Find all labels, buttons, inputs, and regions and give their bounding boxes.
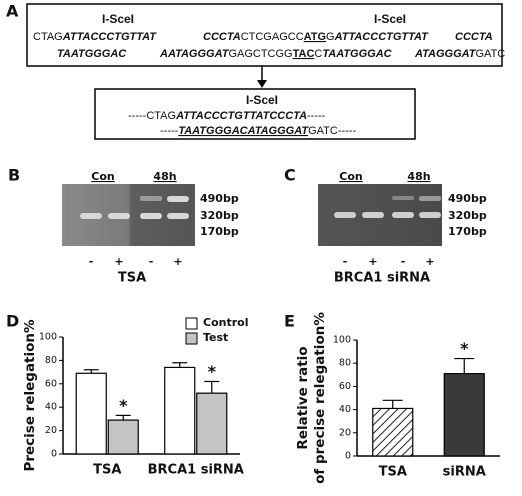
gel-bands bbox=[80, 196, 189, 219]
seq-run: TAATGGGACATAGGGAT bbox=[178, 125, 309, 137]
seq-run: G bbox=[326, 31, 335, 43]
y-tick-label: 60 bbox=[339, 381, 351, 392]
y-tick-label: 100 bbox=[333, 335, 351, 346]
panel-label: D bbox=[6, 312, 19, 331]
seq-run: ATTACCCTGTTAT bbox=[62, 31, 158, 43]
legend-swatch bbox=[185, 317, 198, 330]
seq-run: CTCGAGCC bbox=[241, 31, 304, 43]
size-label: 320bp bbox=[448, 209, 487, 222]
seq-run: GAGCTCGG bbox=[228, 48, 292, 60]
significance-marker: * bbox=[460, 339, 469, 358]
y-tick-label: 0 bbox=[51, 449, 57, 460]
size-label: 490bp bbox=[200, 192, 239, 205]
bar bbox=[443, 373, 485, 457]
y-tick-label: 0 bbox=[345, 451, 351, 462]
y-tick-label: 20 bbox=[45, 425, 57, 436]
size-label: 320bp bbox=[200, 209, 239, 222]
bar bbox=[75, 372, 107, 455]
x-tick-label: TSA bbox=[93, 463, 121, 478]
treatment-label: BRCA1 siRNA bbox=[334, 271, 430, 286]
sequence-line: CTAGATTACCCTGTTAT CCCTACTCGAGCCATGGATTACC… bbox=[33, 31, 493, 43]
lane-label: + bbox=[425, 255, 434, 268]
seq-run: TAC bbox=[293, 48, 315, 60]
y-tick-label: 40 bbox=[45, 402, 57, 413]
y-tick-label: 60 bbox=[45, 378, 57, 389]
seq-run: CCCTA bbox=[455, 31, 493, 43]
lane-label: + bbox=[114, 255, 123, 268]
y-axis-label: of precise relegation% bbox=[312, 312, 328, 484]
lane-label: - bbox=[89, 255, 94, 268]
arrow-head bbox=[257, 80, 267, 88]
panel-label: C bbox=[284, 166, 296, 185]
bar bbox=[372, 407, 414, 457]
y-tick-label: 20 bbox=[339, 427, 351, 438]
group-label: 48h bbox=[153, 170, 176, 183]
lane-label: - bbox=[343, 255, 348, 268]
significance-marker: * bbox=[119, 396, 128, 415]
lane-label: + bbox=[368, 255, 377, 268]
y-tick-label: 100 bbox=[39, 332, 57, 343]
bar bbox=[196, 392, 228, 455]
x-tick-label: siRNA bbox=[443, 465, 486, 480]
seq-run: TAATGGGAC bbox=[322, 48, 392, 60]
seq-run: ATTACCCTGTTATCCCTA bbox=[175, 110, 307, 122]
seq-run: -----CTAG bbox=[128, 110, 176, 122]
sequence-line: -----TAATGGGACATAGGGATGATC----- bbox=[160, 125, 356, 137]
seq-run: CCCTA bbox=[203, 31, 241, 43]
size-label: 170bp bbox=[200, 225, 239, 238]
seq-run: GATC bbox=[476, 48, 506, 60]
seq-run: GATC----- bbox=[308, 125, 356, 137]
lane-label: - bbox=[149, 255, 154, 268]
group-label: Con bbox=[339, 170, 362, 183]
lane-label: + bbox=[173, 255, 182, 268]
bar bbox=[107, 419, 139, 455]
y-tick-label: 80 bbox=[339, 358, 351, 369]
y-axis-label: Precise relegation% bbox=[22, 319, 38, 472]
seq-run: ----- bbox=[160, 125, 179, 137]
seq-run: ATTACCCTGTTAT bbox=[334, 31, 430, 43]
sequence-line: TAATGGGAC AATAGGGATGAGCTCGGTACCTAATGGGAC A… bbox=[57, 48, 505, 60]
panel-label: A bbox=[6, 2, 19, 21]
legend-label: Test bbox=[203, 331, 228, 344]
y-axis-label: Relative ratio bbox=[295, 346, 311, 449]
x-tick-label: BRCA1 siRNA bbox=[148, 463, 244, 478]
significance-marker: * bbox=[208, 362, 217, 381]
legend-label: Control bbox=[203, 316, 248, 329]
legend-swatch bbox=[185, 332, 198, 345]
seq-run: TAATGGGAC bbox=[57, 48, 127, 60]
sequence-box bbox=[94, 88, 416, 140]
seq-run: C bbox=[314, 48, 322, 60]
site-label: I-SceI bbox=[246, 93, 278, 107]
site-label: I-SceI bbox=[374, 12, 406, 26]
seq-run: AATAGGGAT bbox=[159, 48, 230, 60]
y-tick-label: 40 bbox=[339, 404, 351, 415]
sequence-line: -----CTAGATTACCCTGTTATCCCTA----- bbox=[128, 110, 326, 122]
sequence-box bbox=[26, 3, 503, 67]
seq-run: CTAG bbox=[33, 31, 63, 43]
seq-run: ATAGGGAT bbox=[414, 48, 477, 60]
y-tick-label: 80 bbox=[45, 355, 57, 366]
group-label: Con bbox=[91, 170, 114, 183]
treatment-label: TSA bbox=[118, 271, 146, 286]
gel-bands bbox=[334, 196, 441, 218]
size-label: 170bp bbox=[448, 225, 487, 238]
panel-label: E bbox=[284, 312, 295, 331]
group-label: 48h bbox=[407, 170, 430, 183]
lane-label: - bbox=[401, 255, 406, 268]
seq-run: ATG bbox=[304, 31, 326, 43]
panel-label: B bbox=[8, 166, 20, 185]
size-label: 490bp bbox=[448, 192, 487, 205]
x-tick-label: TSA bbox=[379, 465, 407, 480]
site-label: I-SceI bbox=[102, 12, 134, 26]
seq-run: ----- bbox=[307, 110, 326, 122]
bar bbox=[164, 366, 196, 455]
